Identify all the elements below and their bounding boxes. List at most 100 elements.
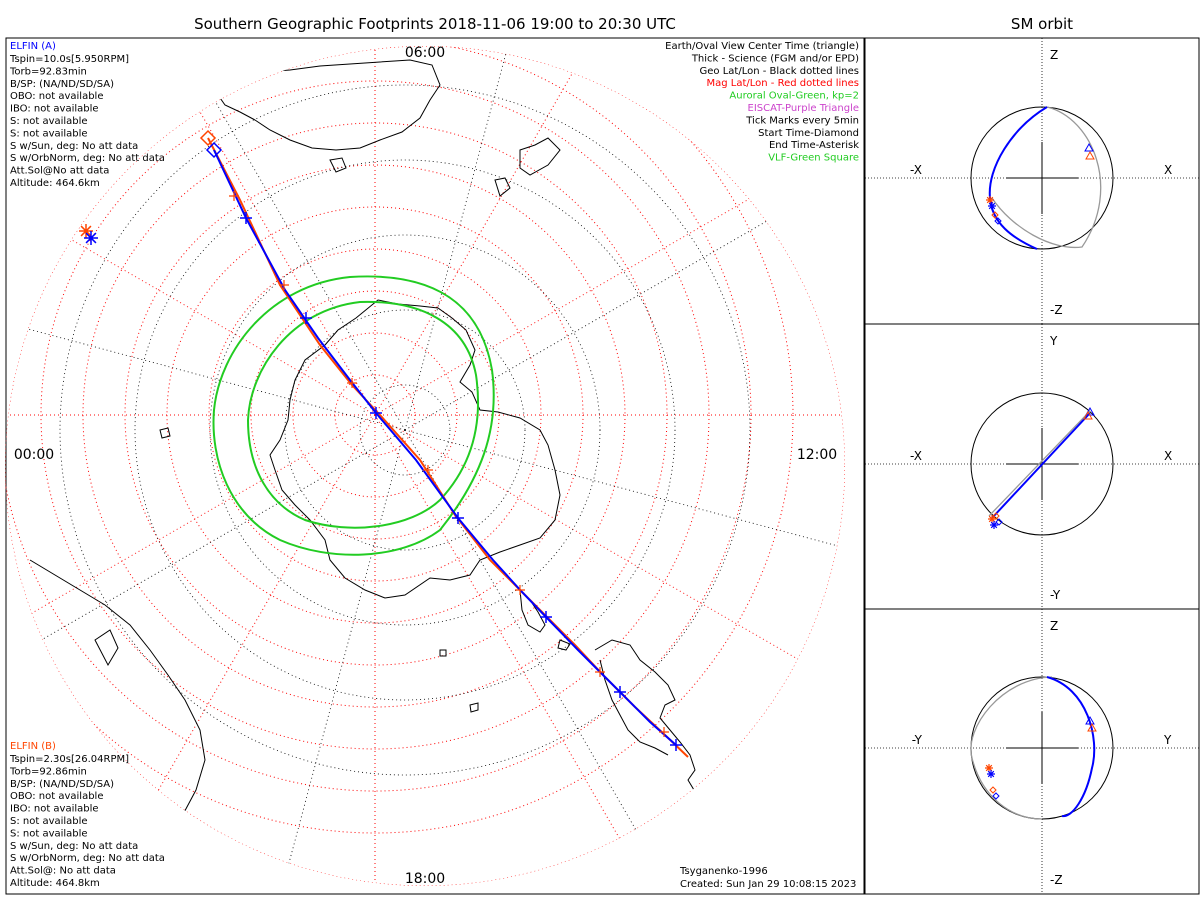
mag-grid-circle (208, 248, 542, 582)
auroral-oval-outer (212, 275, 495, 556)
sm-orbit-panels: Z -Z -X X Y -Y -X X Z -Z -Y Y (864, 37, 1200, 895)
elfin-b-name: ELFIN (B) (10, 741, 56, 752)
polar-map: 06:00 00:00 12:00 18:00 (5, 45, 845, 887)
elfin-b-tick (595, 667, 605, 677)
sub-antarctic-island (469, 702, 479, 713)
elfin-b-end-asterisk (79, 224, 93, 238)
geo-grid-meridian (270, 429, 406, 886)
info-line: Torb=92.86min (9, 766, 87, 777)
legend-entry: End Time-Asterisk (769, 140, 859, 151)
elfin-a-end-asterisk (84, 231, 98, 245)
sm-axis-label-bottom: -Z (1050, 303, 1063, 317)
sub-antarctic-island-2 (439, 649, 447, 657)
sm-orbit-trace (991, 106, 1102, 249)
legend-entry: Thick - Science (FGM and/or EPD) (691, 53, 859, 64)
south-america-west-coast (599, 659, 669, 756)
sm-center-triangle-b (1087, 722, 1097, 732)
mlt-label-right: 12:00 (797, 447, 837, 463)
sm-axis-label-left: -X (910, 163, 922, 177)
sm-orbit-elfin-a (991, 412, 1091, 519)
new-zealand (519, 137, 561, 176)
coastlines (29, 59, 706, 886)
sm-start-diamond-a (992, 792, 1000, 800)
sm-center-triangle-a (1085, 715, 1095, 725)
elfin-a-info: ELFIN (A) Tspin=10.0s[5.950RPM]Torb=92.8… (9, 41, 165, 189)
mlt-label-left: 00:00 (14, 447, 54, 463)
info-line: Tspin=2.30s[26.04RPM] (9, 754, 129, 765)
sm-start-diamond-a (995, 518, 1003, 526)
mag-grid-meridian (114, 46, 376, 416)
sm-panel-2: Y -Y -X X (864, 323, 1200, 610)
sm-end-asterisk-b (988, 515, 996, 523)
australia-coast (217, 59, 441, 151)
geo-grid-meridian (5, 429, 406, 691)
elfin-a-tick (300, 312, 312, 324)
elfin-a-start-diamond (205, 141, 223, 159)
sm-start-diamond-b (989, 786, 997, 794)
mag-grid-circle (40, 80, 710, 750)
sm-earth-circle (970, 392, 1114, 536)
mag-grid-circle (5, 46, 794, 834)
elfin-a-name: ELFIN (A) (10, 41, 56, 52)
info-line: S w/Sun, deg: No att data (10, 141, 138, 152)
sm-start-diamond-b (992, 512, 1000, 520)
elfin-a-tick (670, 739, 682, 751)
mag-grid-meridian (374, 414, 636, 866)
elfin-a-tick (370, 407, 382, 419)
elfin-b-tick (279, 280, 289, 290)
mlt-clock-labels: 06:00 00:00 12:00 18:00 (14, 45, 837, 887)
info-line: S: not available (10, 828, 88, 839)
sm-axis-label-top: Y (1049, 334, 1058, 348)
sm-axis-label-right: Y (1163, 733, 1172, 747)
sm-start-diamond-a (994, 217, 1002, 225)
mag-latlon-grid (5, 46, 845, 886)
sm-panel-frame (864, 323, 1200, 610)
mlt-label-bottom: 18:00 (405, 871, 445, 887)
new-zealand-south (494, 177, 511, 197)
legend-entry: VLF-Green Square (768, 153, 859, 164)
info-line: Altitude: 464.6km (10, 178, 100, 189)
antarctica-coast (269, 299, 561, 599)
madagascar (94, 629, 119, 667)
sm-panel-frame (864, 608, 1200, 895)
tasmania (329, 157, 347, 173)
elfin-b-tick (229, 191, 239, 201)
kerguelen-island (159, 427, 171, 439)
info-line: S w/Sun, deg: No att data (10, 841, 138, 852)
mag-grid-meridian (5, 414, 376, 676)
south-america-coast (569, 639, 706, 886)
elfin-b-tick (347, 378, 357, 388)
sm-end-asterisk-b (985, 764, 993, 772)
geo-grid-meridian (404, 429, 845, 565)
geo-grid-meridian (404, 169, 845, 431)
map-panel-frame (5, 37, 865, 895)
info-line: B/SP: (NA/ND/SD/SA) (10, 779, 114, 790)
geo-grid-meridian (404, 46, 540, 431)
sm-center-triangle-b (1085, 150, 1095, 160)
legend-entry: Geo Lat/Lon - Black dotted lines (700, 66, 859, 77)
geo-grid-meridian (144, 46, 406, 431)
elfin-b-info: ELFIN (B) Tspin=2.30s[26.04RPM]Torb=92.8… (9, 741, 165, 889)
geo-grid-circle (59, 84, 751, 776)
elfin-b-tick (423, 465, 433, 475)
auroral-oval-inner (246, 300, 480, 529)
info-line: Torb=92.83min (9, 66, 87, 77)
info-line: B/SP: (NA/ND/SD/SA) (10, 79, 114, 90)
sm-center-triangle-b (1083, 410, 1093, 420)
info-line: IBO: not available (10, 104, 99, 115)
sm-axis-label-bottom: -Z (1050, 873, 1063, 887)
mag-grid-circle (292, 332, 458, 498)
info-line: S: not available (10, 128, 88, 139)
elfin-b-track (207, 137, 689, 758)
legend-entry: Start Time-Diamond (758, 128, 859, 139)
sm-orbit-elfin-a (1046, 676, 1096, 818)
geo-grid-meridian (5, 295, 406, 431)
mag-grid-meridian (374, 414, 826, 676)
falkland-islands (557, 639, 571, 651)
info-line: S: not available (10, 816, 88, 827)
info-line: OBO: not available (10, 791, 104, 802)
geo-grid-circle (359, 384, 451, 476)
elfin-a-tick (540, 611, 552, 623)
sm-axis-label-right: X (1164, 449, 1172, 463)
